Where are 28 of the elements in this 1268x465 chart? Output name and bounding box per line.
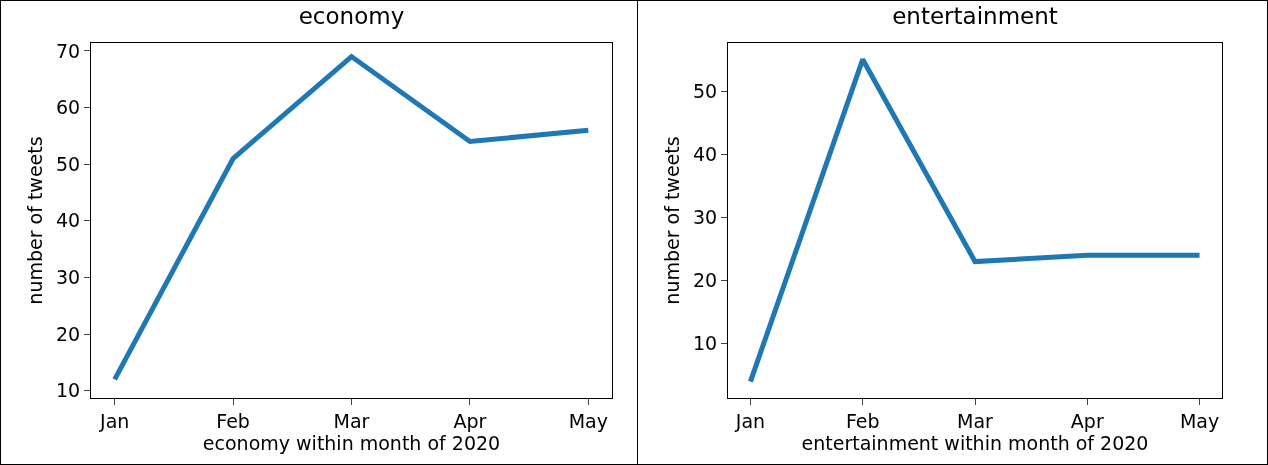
x-tick-label: May <box>568 409 608 432</box>
x-axis-title: entertainment within month of 2020 <box>801 431 1149 454</box>
y-tick-label: 60 <box>56 96 81 119</box>
x-tick-label: Mar <box>333 409 370 432</box>
chart-title: economy <box>298 3 405 30</box>
y-tick-label: 20 <box>693 269 718 292</box>
y-axis-title: number of tweets <box>23 136 46 305</box>
y-tick-label: 20 <box>56 322 81 345</box>
x-tick-label: Jan <box>99 409 130 432</box>
y-tick-label: 70 <box>56 39 81 62</box>
x-tick-label: Jan <box>734 409 766 432</box>
y-tick-label: 40 <box>56 209 81 232</box>
x-tick-label: Apr <box>453 409 487 432</box>
y-tick-label: 50 <box>693 79 718 102</box>
y-tick-label: 30 <box>693 205 718 228</box>
x-tick-label: Feb <box>216 409 250 432</box>
y-tick-label: 10 <box>693 332 718 355</box>
y-axis-title: number of tweets <box>660 136 683 305</box>
y-tick-label: 50 <box>56 152 81 175</box>
y-tick-label: 30 <box>56 266 81 289</box>
y-tick-label: 40 <box>693 142 718 165</box>
x-axis-title: economy within month of 2020 <box>202 431 501 454</box>
x-tick-label: May <box>1179 409 1220 432</box>
x-tick-label: Feb <box>845 409 880 432</box>
chart-title: entertainment <box>892 3 1058 30</box>
x-tick-label: Mar <box>957 409 994 432</box>
x-tick-label: Apr <box>1070 409 1104 432</box>
y-tick-label: 10 <box>56 379 81 402</box>
